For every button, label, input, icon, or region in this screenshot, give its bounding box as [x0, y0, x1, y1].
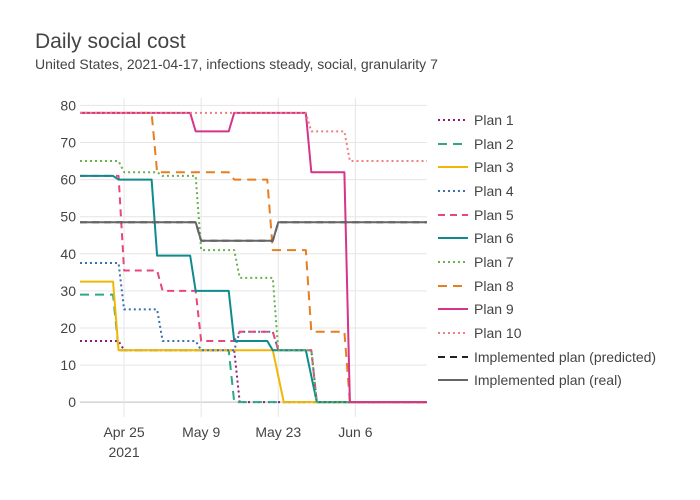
legend-label: Plan 9 — [474, 301, 514, 318]
y-tick-label: 80 — [60, 97, 76, 113]
series-line-8 — [80, 111, 427, 404]
series-line-12 — [80, 221, 427, 242]
y-tick-label: 30 — [60, 283, 76, 299]
legend-swatch — [438, 260, 468, 263]
series-line-2 — [80, 293, 427, 404]
legend-label: Plan 2 — [474, 135, 514, 152]
series-line-9 — [80, 111, 427, 404]
legend-item[interactable]: Plan 4 — [438, 179, 656, 203]
y-tick-label: 10 — [60, 357, 76, 373]
legend-item[interactable]: Plan 2 — [438, 132, 656, 156]
legend-item[interactable]: Implemented plan (predicted) — [438, 345, 656, 369]
legend-label: Plan 1 — [474, 111, 514, 128]
legend-item[interactable]: Implemented plan (real) — [438, 369, 656, 393]
legend-item[interactable]: Plan 6 — [438, 226, 656, 250]
y-tick-label: 20 — [60, 320, 76, 336]
y-tick-label: 0 — [68, 394, 76, 410]
legend-label: Plan 4 — [474, 182, 514, 199]
x-tick-label: Jun 6 — [338, 424, 372, 440]
legend-label: Plan 10 — [474, 325, 522, 342]
legend-item[interactable]: Plan 10 — [438, 321, 656, 345]
y-tick-label: 40 — [60, 246, 76, 262]
series-line-1 — [80, 339, 427, 404]
legend-swatch — [438, 379, 468, 382]
legend-swatch — [438, 189, 468, 192]
axis-tick-labels: 0 10 20 30 40 50 60 70 80 Apr 25 2021 May 9 May 23 Ju… — [60, 97, 372, 460]
y-tick-label: 60 — [60, 172, 76, 188]
legend-swatch — [438, 308, 468, 311]
x-tick-label: May 23 — [255, 424, 301, 440]
legend-swatch — [438, 284, 468, 287]
series-line-11 — [80, 221, 427, 242]
series-line-3 — [80, 280, 427, 404]
legend-item[interactable]: Plan 5 — [438, 203, 656, 227]
series-line-5 — [80, 174, 427, 404]
legend-swatch — [438, 142, 468, 145]
legend-item[interactable]: Plan 9 — [438, 298, 656, 322]
legend-swatch — [438, 118, 468, 121]
y-tick-label: 50 — [60, 209, 76, 225]
legend-label: Plan 7 — [474, 253, 514, 270]
legend-swatch — [438, 332, 468, 335]
legend-swatch — [438, 237, 468, 240]
series-line-7 — [80, 160, 427, 404]
legend-label: Implemented plan (real) — [474, 372, 622, 389]
legend-label: Plan 6 — [474, 230, 514, 247]
legend-swatch — [438, 166, 468, 169]
legend-label: Implemented plan (predicted) — [474, 348, 657, 365]
grid-lines — [80, 98, 427, 417]
series-line-10 — [80, 111, 427, 163]
chart-subtitle: United States, 2021-04-17, infections st… — [35, 56, 438, 72]
x-tick-sublabel: 2021 — [108, 444, 139, 460]
legend-swatch — [438, 355, 468, 358]
x-tick-label: May 9 — [182, 424, 220, 440]
legend-item[interactable]: Plan 1 — [438, 108, 656, 132]
legend-label: Plan 5 — [474, 206, 514, 223]
y-tick-label: 70 — [60, 135, 76, 151]
plot-series — [80, 111, 427, 404]
legend-item[interactable]: Plan 3 — [438, 155, 656, 179]
legend-swatch — [438, 213, 468, 216]
legend-label: Plan 8 — [474, 277, 514, 294]
legend-item[interactable]: Plan 7 — [438, 250, 656, 274]
series-line-6 — [80, 174, 427, 404]
legend-label: Plan 3 — [474, 159, 514, 176]
chart-title: Daily social cost — [35, 30, 186, 53]
legend-item[interactable]: Plan 8 — [438, 274, 656, 298]
x-tick-label: Apr 25 — [103, 424, 144, 440]
chart-legend: Plan 1 Plan 2 Plan 3 Plan 4 Plan 5 Plan 6 Plan… — [438, 108, 656, 392]
